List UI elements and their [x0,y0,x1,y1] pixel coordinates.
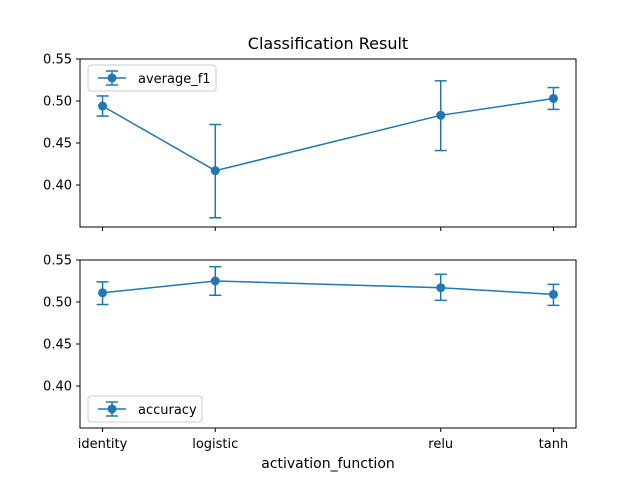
x-tick-label: relu [428,437,453,452]
axes-frame [79,259,577,429]
axes-frame [79,58,577,228]
subplot-1: 0.40 0.45 0.50 0.55 average_f1 [43,53,577,231]
y-tick-label: 0.40 [43,380,72,395]
y-tick-label: 0.50 [43,296,72,311]
data-point [548,289,558,299]
y-tick-label: 0.45 [43,338,72,353]
legend-label: accuracy [138,403,197,418]
y-tick-label: 0.40 [43,179,72,194]
x-tick-label: tanh [539,437,569,452]
chart-title: Classification Result [248,34,408,53]
data-point [98,101,108,111]
y-tick-label: 0.45 [43,137,72,152]
data-point [436,283,446,293]
subplot-2: 0.40 0.45 0.50 0.55 identity logistic relu tanh… [43,254,577,452]
x-axis-label: activation_function [261,456,395,472]
legend-label: average_f1 [138,72,211,87]
y-tick-label: 0.55 [43,254,72,269]
y-tick-label: 0.55 [43,53,72,68]
legend: accuracy [87,395,203,423]
data-point [210,276,220,286]
legend-marker [107,73,117,83]
subplot-panels: 0.400.450.500.55average_f10.400.450.500.… [43,53,577,452]
data-point [98,288,108,298]
legend-marker [107,404,117,414]
data-point [436,110,446,120]
x-tick-label: identity [78,437,128,452]
y-tick-label: 0.50 [43,95,72,110]
series-line-accuracy [102,280,554,296]
series-line-average_f1 [102,97,554,172]
x-tick-label: logistic [192,437,238,452]
data-point [548,93,558,103]
legend-box [87,64,217,92]
data-point [210,166,220,176]
legend: average_f1 [87,64,217,92]
